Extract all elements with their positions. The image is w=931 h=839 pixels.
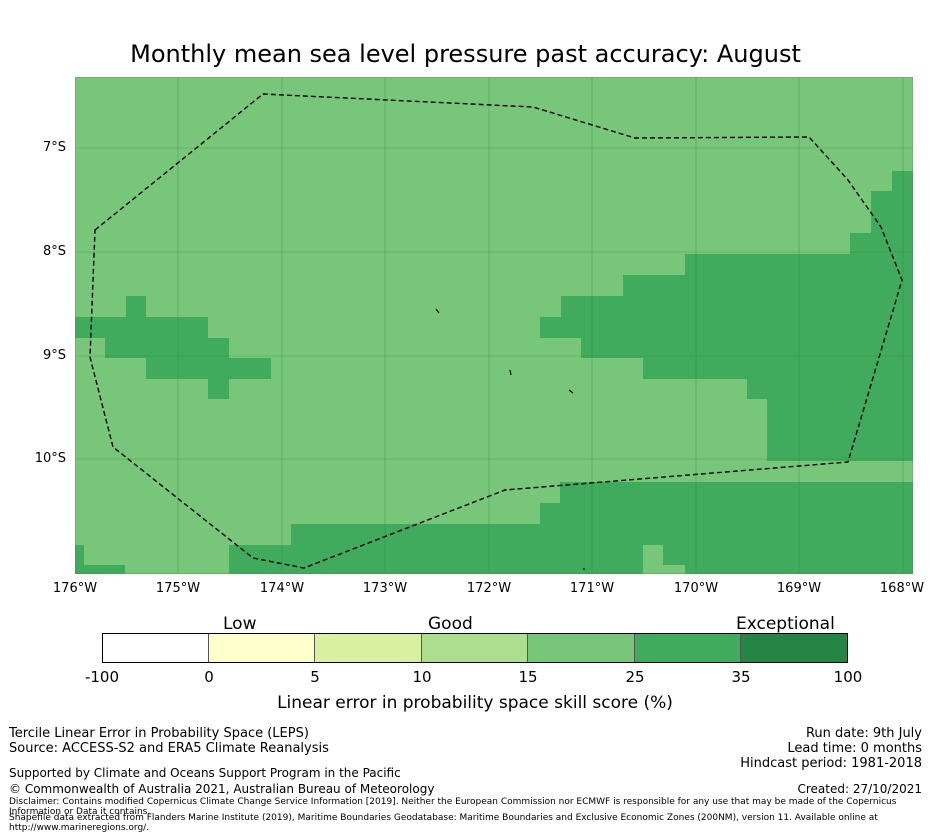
skill-cell [747, 379, 913, 399]
skill-cell [540, 317, 913, 338]
lon-label: 176°W [52, 581, 98, 596]
colorbar-segment [102, 633, 209, 663]
colorbar-tick: 5 [310, 668, 320, 686]
skill-cell [643, 358, 913, 379]
category-label-exceptional: Exceptional [736, 614, 835, 634]
colorbar-segment [528, 633, 635, 663]
skill-cell [75, 565, 125, 574]
eez-boundary [89, 93, 903, 569]
created-text: Created: 27/10/2021 [797, 782, 922, 796]
lat-label: 7°S [42, 140, 66, 155]
skill-cell [75, 317, 208, 338]
island [435, 308, 440, 314]
lon-label: 171°W [569, 581, 615, 596]
lon-label: 172°W [466, 581, 512, 596]
category-label-good: Good [428, 614, 473, 634]
skill-cell [767, 399, 913, 461]
skill-cell [850, 233, 913, 254]
lon-label: 175°W [155, 581, 201, 596]
skill-cell [540, 503, 913, 524]
skill-cell [623, 275, 913, 296]
colorbar-tick: 15 [518, 668, 538, 686]
copyright-text: © Commonwealth of Australia 2021, Austra… [9, 782, 435, 796]
lead-time-text: Lead time: 0 months [787, 741, 922, 756]
category-label-low: Low [223, 614, 257, 634]
lon-label: 173°W [362, 581, 408, 596]
method-text: Tercile Linear Error in Probability Spac… [9, 726, 309, 741]
colorbar-segment [741, 633, 848, 663]
skill-cell [208, 379, 229, 399]
lat-label: 10°S [34, 451, 66, 466]
run-date-text: Run date: 9th July [805, 726, 922, 741]
skill-cell [663, 565, 685, 574]
skill-cell [747, 461, 767, 482]
skill-cell [229, 545, 913, 574]
shapefile-text: Shapefile data extracted from Flanders M… [9, 813, 878, 833]
skill-cell [75, 545, 84, 574]
colorbar-segment [635, 633, 741, 663]
skill-cell [892, 171, 913, 191]
lon-label: 170°W [673, 581, 719, 596]
graticule [75, 77, 913, 574]
skill-cell [146, 358, 271, 379]
colorbar-tick: -100 [84, 668, 120, 686]
support-text: Supported by Climate and Oceans Support … [9, 766, 401, 780]
island-marks [435, 308, 585, 570]
skill-cell [561, 296, 913, 317]
skill-cell [105, 338, 229, 358]
colorbar-frame [102, 633, 848, 663]
map-title: Monthly mean sea level pressure past acc… [130, 40, 801, 68]
lon-label: 169°W [776, 581, 822, 596]
skill-map [75, 77, 913, 574]
source-text: Source: ACCESS-S2 and ERA5 Climate Reana… [9, 741, 329, 756]
colorbar-title: Linear error in probability space skill … [277, 693, 673, 713]
colorbar-tick: 100 [833, 668, 863, 686]
skill-cell [643, 545, 663, 574]
skill-cell [560, 482, 913, 503]
skill-cell [871, 191, 913, 233]
lon-label: 174°W [259, 581, 305, 596]
colorbar [102, 633, 848, 663]
high-skill-cells [75, 171, 913, 574]
island [568, 389, 574, 394]
disclaimer-text: Disclaimer: Contains modified Copernicus… [9, 797, 897, 817]
colorbar-tick: 25 [625, 668, 645, 686]
skill-cell [291, 524, 913, 545]
colorbar-tick: 35 [731, 668, 751, 686]
colorbar-tick: 10 [412, 668, 432, 686]
skill-cell [581, 338, 913, 358]
lat-label: 9°S [42, 348, 66, 363]
hindcast-text: Hindcast period: 1981-2018 [740, 756, 922, 771]
skill-map-canvas [75, 77, 913, 574]
colorbar-tick: 0 [204, 668, 214, 686]
lon-label: 168°W [879, 581, 925, 596]
colorbar-segment [209, 633, 315, 663]
lat-label: 8°S [42, 244, 66, 259]
light-skill-cells [643, 461, 767, 574]
colorbar-segment [315, 633, 422, 663]
skill-cell [126, 296, 146, 317]
colorbar-segment [422, 633, 528, 663]
island [509, 369, 512, 376]
